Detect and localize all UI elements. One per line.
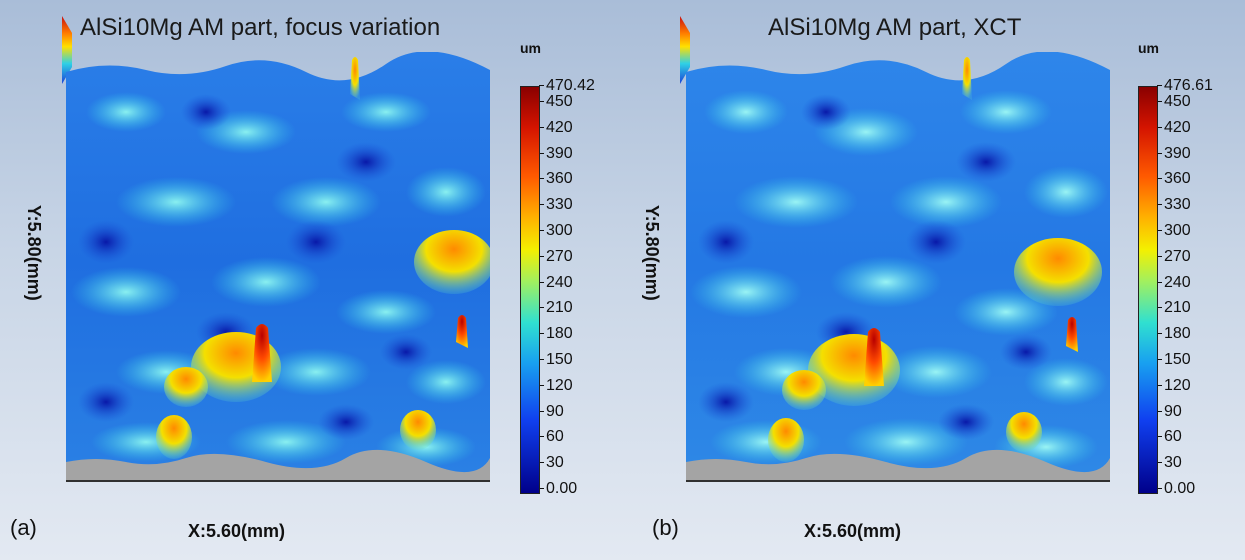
- color-scale-tick-label: 60: [1158, 428, 1182, 446]
- color-scale-tick-label: 120: [1158, 376, 1191, 394]
- x-axis-label: X:5.60(mm): [188, 521, 286, 541]
- surface-height-map: [686, 52, 1110, 482]
- x-axis-label: X:5.60(mm): [804, 521, 902, 541]
- color-scale-tick-label: 90: [1158, 402, 1182, 420]
- color-scale-tick-label: 270: [1158, 247, 1191, 265]
- panel-title: AlSi10Mg AM part, focus variation: [80, 14, 441, 41]
- color-scale-tick-label: 240: [540, 273, 573, 291]
- color-scale-tick-label: 30: [1158, 454, 1182, 472]
- color-scale-tick-label: 60: [540, 428, 564, 446]
- surface-height-map: [66, 52, 490, 482]
- color-scale-tick-label: 390: [1158, 144, 1191, 162]
- color-scale-tick-label: 360: [1158, 170, 1191, 188]
- y-axis-label: Y:5.80(mm): [642, 205, 662, 301]
- color-scale-tick-label: 420: [540, 118, 573, 136]
- color-scale-tick-label: 300: [540, 222, 573, 239]
- panel-label: (a): [10, 515, 37, 540]
- color-scale-max-label: 470.42: [539, 77, 595, 94]
- color-scale-tick-label: 360: [540, 170, 573, 188]
- panel-label: (b): [652, 515, 679, 540]
- color-scale-tick-label: 330: [1158, 196, 1191, 214]
- color-scale-bar: [520, 86, 540, 494]
- color-scale-tick-label: 270: [540, 247, 573, 265]
- y-axis-label: Y:5.80(mm): [24, 205, 44, 301]
- color-scale-bar: [1138, 86, 1158, 494]
- color-scale-tick-label: 0.00: [1157, 480, 1196, 497]
- color-scale-tick-label: 240: [1158, 273, 1191, 291]
- color-scale-tick-label: 210: [1158, 299, 1191, 317]
- color-scale-tick-label: 150: [540, 351, 573, 368]
- unit-label: um: [520, 40, 541, 56]
- orientation-color-key: [62, 16, 72, 84]
- color-scale-tick-label: 180: [540, 325, 573, 343]
- panel-b: AlSi10Mg AM part, XCT Y:5.80(mm): [622, 0, 1242, 560]
- orientation-color-key: [680, 16, 690, 84]
- color-scale-tick-label: 300: [1158, 222, 1191, 239]
- panel-title: AlSi10Mg AM part, XCT: [768, 14, 1022, 41]
- color-scale-tick-label: 0.00: [539, 480, 578, 497]
- color-scale-tick-label: 150: [1158, 351, 1191, 368]
- color-scale-max-label: 476.61: [1157, 77, 1213, 94]
- color-scale-tick-label: 120: [540, 376, 573, 394]
- panel-a: AlSi10Mg AM part, focus variation Y:5.80…: [0, 0, 620, 560]
- color-scale-tick-label: 90: [540, 402, 564, 420]
- color-scale-tick-label: 30: [540, 454, 564, 472]
- color-scale-tick-label: 450: [540, 93, 573, 110]
- color-scale-tick-label: 450: [1158, 93, 1191, 110]
- color-scale-tick-label: 330: [540, 196, 573, 214]
- color-scale-tick-label: 210: [540, 299, 573, 317]
- color-scale-tick-label: 390: [540, 144, 573, 162]
- color-scale-tick-label: 180: [1158, 325, 1191, 343]
- unit-label: um: [1138, 40, 1159, 56]
- color-scale-tick-label: 420: [1158, 118, 1191, 136]
